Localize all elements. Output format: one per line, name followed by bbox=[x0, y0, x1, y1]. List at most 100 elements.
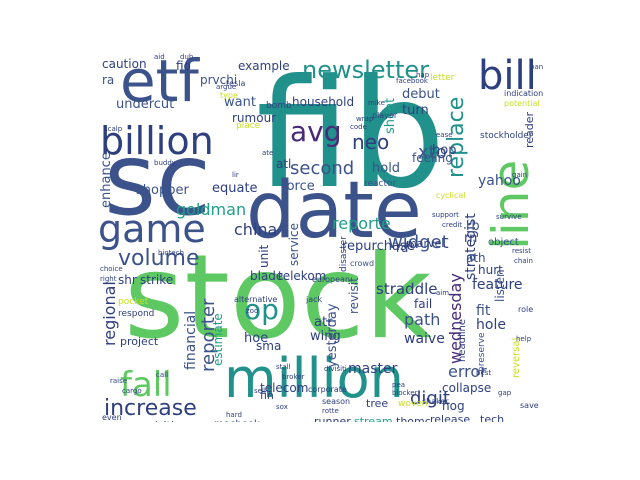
cloud-word: even bbox=[102, 413, 122, 422]
cloud-word: china bbox=[234, 220, 278, 239]
cloud-word: pocket bbox=[118, 297, 149, 307]
cloud-word: hurt bbox=[478, 263, 503, 277]
cloud-word: rotte bbox=[322, 407, 339, 415]
cloud-word: caution bbox=[102, 57, 147, 71]
cloud-word: shaker bbox=[422, 397, 449, 406]
cloud-word: mike bbox=[368, 99, 385, 107]
cloud-word: stockholder bbox=[480, 131, 533, 141]
cloud-word: wing bbox=[310, 329, 341, 344]
cloud-word: rn bbox=[464, 231, 478, 246]
cloud-word: widget bbox=[388, 232, 449, 253]
cloud-word: potential bbox=[504, 99, 540, 108]
cloud-word: collapse bbox=[442, 381, 492, 395]
cloud-word: ra bbox=[102, 73, 115, 87]
cloud-word: crowd bbox=[350, 259, 375, 268]
cloud-word: atr bbox=[314, 315, 333, 330]
cloud-word: enhance bbox=[99, 152, 114, 208]
cloud-word: blade bbox=[250, 269, 284, 283]
cloud-word: second bbox=[290, 158, 355, 179]
cloud-word: equate bbox=[212, 181, 258, 196]
cloud-word: undercut bbox=[116, 97, 175, 112]
cloud-word: regional bbox=[100, 281, 119, 346]
cloud-word: increase bbox=[104, 396, 197, 421]
cloud-word: resist bbox=[512, 247, 532, 255]
cloud-word: bomb bbox=[266, 101, 292, 111]
cloud-word: blocker bbox=[392, 389, 418, 397]
cloud-word: repurchase bbox=[342, 239, 415, 254]
cloud-word: aid bbox=[154, 53, 165, 61]
cloud-word: fall bbox=[120, 365, 172, 405]
cloud-word: feeling bbox=[412, 151, 453, 165]
cloud-word: dub bbox=[180, 53, 194, 61]
cloud-word: reader bbox=[523, 111, 536, 148]
cloud-word: xto bbox=[418, 142, 447, 163]
cloud-word: game bbox=[98, 207, 206, 251]
cloud-word: shopper bbox=[136, 183, 189, 198]
cloud-word: macbook bbox=[214, 420, 260, 423]
cloud-word: neo bbox=[352, 130, 390, 154]
cloud-word: sma bbox=[256, 339, 282, 353]
cloud-word: fin bbox=[260, 389, 274, 402]
cloud-word: hold bbox=[372, 161, 401, 176]
cloud-word: tech bbox=[480, 413, 505, 422]
cloud-word: preserve bbox=[477, 332, 487, 372]
cloud-word: facebook bbox=[396, 77, 428, 85]
cloud-word: letter bbox=[430, 73, 455, 83]
cloud-word: argue bbox=[216, 83, 237, 91]
cloud-word: shr bbox=[118, 273, 137, 287]
cloud-word: support bbox=[432, 211, 459, 219]
cloud-word: financial bbox=[183, 310, 199, 370]
cloud-word: gap bbox=[498, 389, 512, 397]
cloud-word: hard bbox=[226, 411, 242, 419]
cloud-word: divisiti bbox=[324, 365, 347, 373]
cloud-word: cyclical bbox=[436, 191, 466, 200]
cloud-word: want bbox=[224, 95, 256, 110]
cloud-word: prvchi bbox=[200, 73, 238, 87]
cloud-word: rumour bbox=[232, 111, 277, 125]
cloud-word: digit bbox=[410, 388, 450, 409]
cloud-word: marvel bbox=[406, 237, 445, 250]
cloud-word: respond bbox=[118, 309, 155, 319]
cloud-word: right bbox=[100, 275, 117, 283]
cloud-word: date bbox=[246, 166, 422, 256]
cloud-word: unit bbox=[257, 244, 271, 268]
cloud-word: object bbox=[488, 237, 519, 248]
cloud-word: example bbox=[238, 59, 290, 73]
cloud-word: waive bbox=[404, 331, 445, 347]
cloud-word: hop bbox=[432, 143, 457, 158]
cloud-word: household bbox=[292, 95, 355, 109]
cloud-word: hap bbox=[416, 71, 430, 79]
cloud-word: code bbox=[350, 123, 367, 131]
cloud-word: rb bbox=[466, 219, 480, 234]
cloud-word: zoo bbox=[246, 307, 259, 315]
cloud-word: bill bbox=[478, 53, 537, 99]
cloud-word: place bbox=[236, 121, 261, 131]
cloud-word: ease bbox=[436, 131, 453, 139]
cloud-word: sox bbox=[276, 403, 288, 411]
cloud-word: reversal bbox=[511, 337, 522, 378]
cloud-word: turn bbox=[402, 103, 429, 118]
cloud-word: help bbox=[516, 335, 532, 343]
cloud-word: etf bbox=[120, 52, 199, 115]
cloud-word: survive bbox=[496, 213, 522, 221]
cloud-word: fail bbox=[414, 297, 433, 311]
cloud-word: project bbox=[120, 335, 159, 348]
cloud-word: woven bbox=[398, 399, 428, 409]
cloud-word: cargo bbox=[122, 387, 142, 395]
cloud-word: telekom bbox=[278, 269, 327, 283]
cloud-word: force bbox=[282, 179, 315, 194]
cloud-word: aim bbox=[436, 289, 450, 297]
cloud-word: strike bbox=[140, 273, 174, 287]
cloud-word: acquisition bbox=[128, 420, 188, 422]
word-cloud: stock fib date sc million etf billion ga… bbox=[96, 52, 546, 422]
cloud-word: scalp bbox=[104, 125, 123, 133]
cloud-word: disaster bbox=[339, 236, 349, 272]
cloud-word: service bbox=[287, 223, 301, 266]
cloud-word: runner bbox=[314, 415, 351, 422]
cloud-word: fio bbox=[176, 59, 191, 73]
cloud-word: ath bbox=[466, 251, 486, 265]
cloud-word: type bbox=[220, 91, 238, 100]
cloud-word: corporate bbox=[308, 385, 347, 394]
cloud-word: season bbox=[322, 397, 351, 406]
cloud-word: billion bbox=[100, 119, 214, 163]
